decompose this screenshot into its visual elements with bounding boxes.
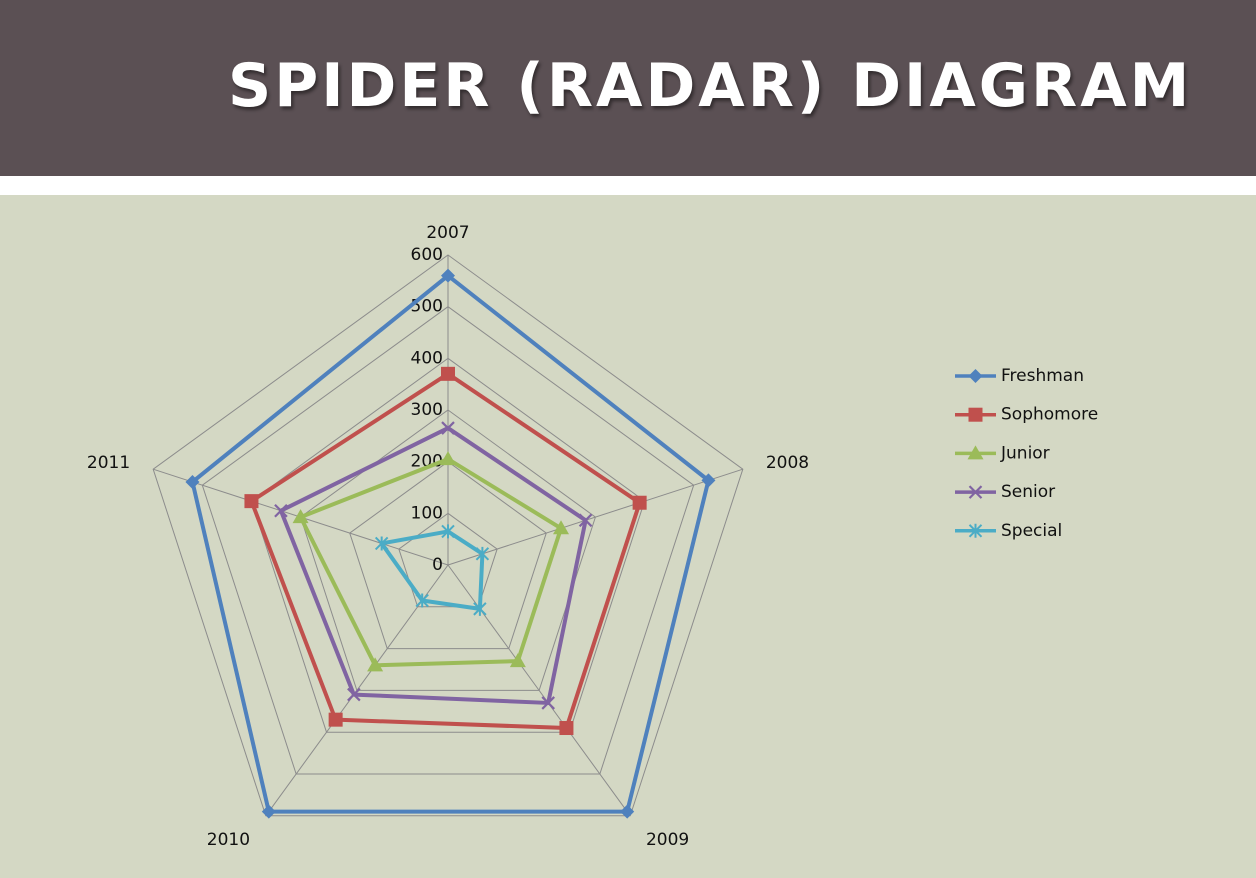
legend-marker	[968, 485, 983, 499]
legend-label: Sophomore	[1001, 405, 1098, 425]
data-point	[441, 421, 455, 435]
series-line	[190, 273, 711, 814]
data-point	[440, 451, 456, 466]
category-label: 2008	[766, 453, 809, 473]
data-point	[374, 536, 389, 551]
data-point	[367, 657, 384, 672]
tick-label: 600	[411, 245, 443, 265]
legend-item: Junior	[955, 443, 1050, 463]
tick-label: 300	[411, 400, 443, 420]
series-special	[374, 524, 490, 616]
legend-item: Sophomore	[955, 405, 1098, 425]
category-label: 2010	[207, 830, 250, 850]
data-point	[553, 520, 570, 535]
data-point	[274, 503, 288, 518]
data-point	[292, 509, 309, 524]
data-point	[541, 696, 555, 710]
tick-label: 200	[411, 452, 443, 472]
series-layer	[185, 268, 716, 819]
category-label: 2009	[646, 830, 689, 850]
data-point	[620, 804, 635, 819]
chart-area: 0 100 200 300 400 500 600 2007 2008 2009 2010 2011…	[0, 195, 1256, 878]
legend-label: Freshman	[1001, 366, 1084, 386]
grid-ring	[398, 512, 498, 608]
legend: Freshman Sophomore Junior Senior Special	[955, 366, 1098, 541]
series-line	[298, 457, 564, 668]
data-point	[473, 601, 487, 616]
data-point	[578, 513, 593, 528]
data-point	[261, 804, 276, 819]
data-point	[415, 593, 429, 608]
series-line	[278, 426, 588, 705]
legend-label: Senior	[1001, 482, 1055, 502]
category-label: 2011	[87, 453, 130, 473]
data-point	[441, 366, 455, 381]
data-point	[244, 494, 259, 509]
series-freshman	[185, 268, 716, 819]
data-point	[185, 474, 200, 489]
title-bar: SPIDER (RADAR) DIAGRAM	[0, 0, 1256, 176]
tick-label: 0	[432, 555, 443, 575]
legend-marker	[968, 407, 983, 422]
grid-ring	[152, 254, 744, 817]
grid-spoke	[447, 468, 743, 566]
legend-label: Junior	[1000, 443, 1050, 463]
data-point	[475, 546, 490, 561]
legend-marker	[968, 523, 983, 538]
tick-label: 400	[411, 348, 443, 368]
data-point	[441, 524, 455, 539]
data-point	[328, 712, 343, 727]
data-point	[441, 268, 455, 283]
grid-ring	[201, 306, 695, 775]
data-point	[632, 495, 647, 510]
slide-title: SPIDER (RADAR) DIAGRAM	[228, 51, 1193, 121]
series-line	[379, 529, 485, 611]
data-point	[701, 473, 716, 488]
legend-item: Special	[955, 521, 1062, 541]
series-sophomore	[244, 366, 647, 736]
category-label: 2007	[426, 223, 469, 243]
series-line	[249, 371, 642, 731]
grid-ring	[349, 461, 547, 650]
data-point	[347, 687, 361, 702]
category-labels: 2007 2008 2009 2010 2011	[87, 223, 809, 850]
radar-grid	[152, 254, 744, 817]
legend-label: Special	[1001, 521, 1062, 541]
series-senior	[274, 421, 593, 710]
legend-marker	[967, 445, 984, 460]
series-junior	[292, 451, 570, 672]
data-point	[559, 721, 574, 736]
legend-item: Senior	[955, 482, 1055, 502]
legend-marker	[968, 369, 983, 383]
grid-ring	[250, 357, 646, 733]
tick-label: 100	[411, 503, 443, 523]
grid-ring	[299, 409, 597, 691]
legend-item: Freshman	[955, 366, 1084, 386]
data-point	[509, 653, 526, 668]
